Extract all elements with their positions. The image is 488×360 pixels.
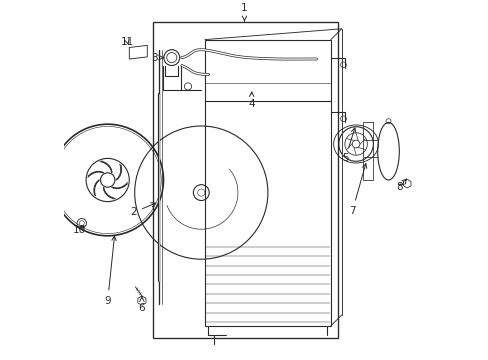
Text: 11: 11 [121, 37, 134, 47]
Text: 6: 6 [138, 297, 145, 313]
Text: 5: 5 [341, 128, 355, 163]
Text: 7: 7 [348, 163, 366, 216]
Text: 10: 10 [72, 225, 85, 235]
Text: 4: 4 [248, 92, 254, 109]
Text: 8: 8 [395, 179, 406, 192]
Text: 2: 2 [130, 203, 155, 217]
Text: 1: 1 [241, 3, 247, 13]
Text: 9: 9 [104, 236, 116, 306]
Text: 3: 3 [151, 53, 163, 63]
